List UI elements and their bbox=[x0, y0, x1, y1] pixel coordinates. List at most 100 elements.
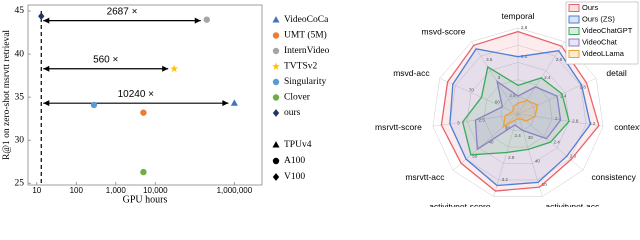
radar-series bbox=[461, 65, 570, 156]
axis-label: msvd-score bbox=[422, 26, 466, 36]
arrow-head bbox=[194, 17, 201, 24]
page: GPU hours R@1 on zero-shot msrvtt retrie… bbox=[2, 1, 640, 207]
radar-tick-label: 2.8 bbox=[556, 57, 563, 62]
data-point bbox=[140, 109, 147, 116]
radar-tick-label: 60 bbox=[495, 99, 501, 104]
plot-frame bbox=[27, 4, 263, 186]
axis-label: activitynet-score bbox=[429, 201, 491, 207]
grid-ring bbox=[500, 96, 536, 131]
arrow-head bbox=[222, 100, 229, 107]
arrow-head bbox=[43, 100, 50, 107]
x-tick-label: 1,000,000 bbox=[217, 186, 253, 195]
legend-label: Ours (ZS) bbox=[582, 14, 615, 23]
legend-swatch bbox=[568, 38, 580, 47]
legend-swatch bbox=[568, 4, 580, 12]
data-point bbox=[140, 168, 147, 176]
legend-swatch bbox=[568, 50, 580, 58]
legend-label: TPUv4 bbox=[284, 140, 312, 150]
radar-tick-label: 2.4 bbox=[553, 139, 560, 144]
legend-label: ours bbox=[284, 108, 301, 118]
radar-tick-label: 2.4 bbox=[560, 93, 567, 98]
radar-tick-label: 3 bbox=[457, 120, 460, 125]
legend-label: TVTSv2 bbox=[284, 62, 318, 72]
data-point bbox=[230, 99, 238, 106]
grid-ring bbox=[466, 62, 570, 164]
legend-marker bbox=[272, 94, 280, 101]
radar-tick-label: 3 bbox=[498, 75, 501, 80]
radar-tick-label: 50 bbox=[542, 182, 548, 187]
legend-label: V100 bbox=[284, 172, 305, 182]
legend-label: Ours bbox=[582, 3, 599, 12]
legend-label: VideoChat bbox=[582, 37, 618, 46]
radar-tick-label: 2.5 bbox=[509, 93, 516, 98]
radar-tick-label: 70 bbox=[469, 87, 475, 92]
data-point bbox=[203, 16, 210, 23]
radar-tick-label: 3.2 bbox=[502, 177, 509, 182]
legend-box bbox=[565, 1, 639, 65]
legend-label: A100 bbox=[284, 156, 305, 166]
radar-tick-label: 40 bbox=[535, 158, 541, 163]
legend-marker bbox=[272, 16, 280, 23]
axis-label: temporal bbox=[501, 11, 534, 21]
x-tick-label: 1,000 bbox=[106, 186, 127, 195]
legend-marker bbox=[272, 78, 280, 86]
y-tick-label: 45 bbox=[15, 6, 25, 16]
radar-tick-label: 2.8 bbox=[521, 25, 528, 30]
data-point bbox=[38, 12, 45, 21]
radar-series bbox=[440, 30, 600, 192]
radar-tick-label: 50 bbox=[472, 153, 478, 158]
legend-marker bbox=[272, 141, 280, 148]
arrow-head bbox=[43, 65, 50, 72]
axis-label: msrvtt-acc bbox=[405, 172, 445, 182]
grid-ring bbox=[483, 79, 553, 148]
legend-label: VideoChatGPT bbox=[582, 26, 633, 35]
axis-label: msrvtt-score bbox=[375, 122, 422, 132]
arrow-head bbox=[43, 17, 50, 24]
legend-swatch bbox=[568, 15, 580, 24]
radar-tick-label: 40 bbox=[489, 139, 495, 144]
legend-marker bbox=[272, 47, 280, 55]
figure: GPU hours R@1 on zero-shot msrvtt retrie… bbox=[2, 1, 640, 207]
spoke bbox=[452, 113, 519, 171]
axis-label: consistency bbox=[591, 172, 636, 182]
grid-ring bbox=[432, 27, 604, 197]
grid-ring bbox=[449, 44, 587, 181]
legend-label: Singularity bbox=[284, 77, 326, 87]
radar-series bbox=[502, 99, 539, 128]
radar-tick-label: 2.8 bbox=[572, 119, 579, 124]
x-axis-label: GPU hours bbox=[123, 194, 168, 205]
y-tick-label: 30 bbox=[15, 135, 25, 145]
legend-label: VideoCoCa bbox=[284, 15, 329, 25]
spoke bbox=[471, 41, 519, 115]
legend-marker bbox=[272, 32, 280, 39]
spoke bbox=[493, 113, 519, 197]
legend-swatch bbox=[568, 27, 580, 35]
annotation: 2687 × bbox=[107, 6, 138, 17]
y-axis-label: R@1 on zero-shot msrvtt retrieval bbox=[2, 30, 12, 160]
radar-tick-label: 30 bbox=[505, 125, 511, 130]
data-point bbox=[90, 101, 98, 109]
radar-tick-label: 3.5 bbox=[486, 57, 493, 62]
legend-label: Clover bbox=[284, 93, 311, 103]
axis-label: detail bbox=[606, 68, 626, 78]
radar-tick-label: 3.2 bbox=[589, 121, 596, 126]
annotation: 10240 × bbox=[118, 89, 155, 100]
legend-marker bbox=[272, 62, 280, 70]
axis-label: context bbox=[614, 122, 640, 132]
y-tick-label: 40 bbox=[15, 49, 25, 59]
legend-marker bbox=[272, 157, 280, 165]
y-tick-label: 25 bbox=[15, 178, 25, 188]
x-tick-label: 10 bbox=[32, 186, 41, 195]
radar-tick-label: 2.4 bbox=[555, 116, 562, 121]
legend-label: UMT (5M) bbox=[284, 30, 327, 41]
radar-series bbox=[474, 79, 562, 151]
y-tick-label: 35 bbox=[15, 92, 25, 102]
axis-label: activitynet-acc bbox=[545, 201, 600, 207]
legend-marker bbox=[272, 173, 280, 181]
legend-marker bbox=[272, 109, 280, 117]
annotation: 560 × bbox=[93, 54, 118, 65]
radar-tick-label: 2.4 bbox=[544, 75, 551, 80]
radar-tick-label: 2.5 bbox=[478, 117, 485, 122]
x-tick-label: 100 bbox=[70, 186, 84, 195]
arrow-head bbox=[162, 65, 169, 72]
